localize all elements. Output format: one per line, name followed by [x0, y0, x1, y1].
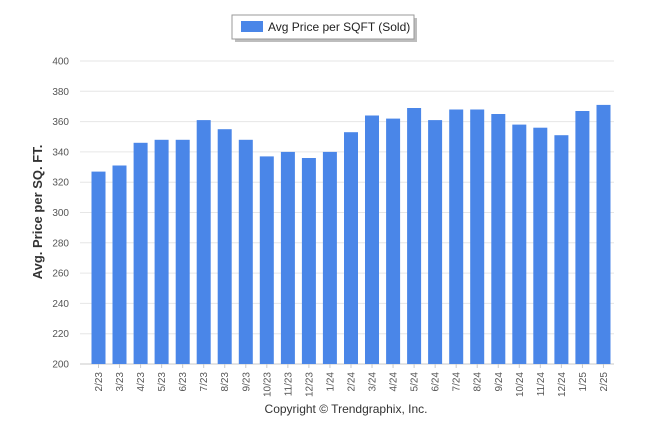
legend-label: Avg Price per SQFT (Sold): [268, 20, 410, 34]
bar: [175, 139, 190, 364]
bars: [91, 104, 611, 365]
x-tick-label: 2/23: [94, 372, 105, 392]
y-tick-label: 340: [52, 147, 69, 158]
bar: [512, 124, 527, 364]
x-tick-label: 7/23: [199, 372, 210, 392]
x-tick-label: 5/23: [157, 372, 168, 392]
x-tick-label: 2/25: [599, 372, 610, 392]
x-tick-label: 5/24: [410, 372, 421, 392]
bar: [596, 104, 611, 365]
x-axis-ticks: 2/23 3/23 4/23 5/23 6/23 7/23 8/23 9/23 10/23 11/…: [94, 364, 610, 397]
bar: [112, 165, 127, 364]
bar: [428, 120, 443, 364]
y-tick-label: 320: [52, 178, 69, 189]
y-tick-label: 280: [52, 238, 69, 249]
bar: [238, 139, 253, 364]
x-tick-label: 10/23: [262, 372, 273, 397]
y-axis-label: Avg. Price per SQ. FT.: [30, 145, 45, 280]
x-tick-label: 1/24: [325, 372, 336, 392]
bar: [259, 156, 274, 364]
bar: [365, 115, 379, 364]
y-axis-ticks: 200 220 240 260 280 300 320 340 360 380 400: [52, 57, 69, 371]
bar: [470, 109, 485, 364]
x-tick-label: 2/24: [346, 372, 357, 392]
bar: [491, 114, 506, 364]
x-tick-label: 6/23: [178, 372, 189, 392]
legend-swatch: [241, 21, 263, 32]
y-tick-label: 200: [52, 360, 69, 371]
bar: [196, 120, 211, 364]
bar: [280, 151, 295, 364]
bar: [449, 109, 464, 364]
bar: [133, 142, 148, 364]
bar: [217, 129, 232, 364]
x-tick-label: 7/24: [452, 372, 463, 392]
bar: [154, 139, 169, 364]
x-tick-label: 3/24: [368, 372, 379, 392]
x-tick-label: 12/23: [304, 372, 315, 397]
x-tick-label: 8/24: [473, 372, 484, 392]
x-tick-label: 11/24: [536, 372, 547, 397]
bar: [91, 171, 106, 364]
bar: [344, 132, 358, 364]
y-tick-label: 260: [52, 269, 69, 280]
x-tick-label: 3/23: [115, 372, 126, 392]
x-tick-label: 1/25: [578, 372, 589, 392]
bar: [554, 135, 569, 364]
bar: [407, 108, 422, 364]
bar: [301, 158, 316, 364]
x-tick-label: 9/24: [494, 372, 505, 392]
y-tick-label: 380: [52, 87, 69, 98]
x-tick-label: 6/24: [431, 372, 442, 392]
bar: [386, 118, 401, 364]
x-tick-label: 9/23: [241, 372, 252, 392]
y-tick-label: 360: [52, 117, 69, 128]
y-tick-label: 240: [52, 299, 69, 310]
x-tick-label: 10/24: [515, 372, 526, 397]
x-tick-label: 12/24: [557, 372, 568, 397]
x-tick-label: 8/23: [220, 372, 231, 392]
y-tick-label: 300: [52, 208, 69, 219]
bar: [533, 127, 548, 364]
bar: [575, 111, 590, 364]
x-tick-label: 11/23: [283, 372, 294, 397]
legend: Avg Price per SQFT (Sold): [231, 14, 417, 42]
y-tick-label: 220: [52, 329, 69, 340]
x-tick-label: 4/24: [389, 372, 400, 392]
bar: [322, 151, 337, 364]
x-tick-label: 4/23: [136, 372, 147, 392]
copyright-text: Copyright © Trendgraphix, Inc.: [265, 402, 428, 416]
y-tick-label: 400: [52, 57, 69, 68]
